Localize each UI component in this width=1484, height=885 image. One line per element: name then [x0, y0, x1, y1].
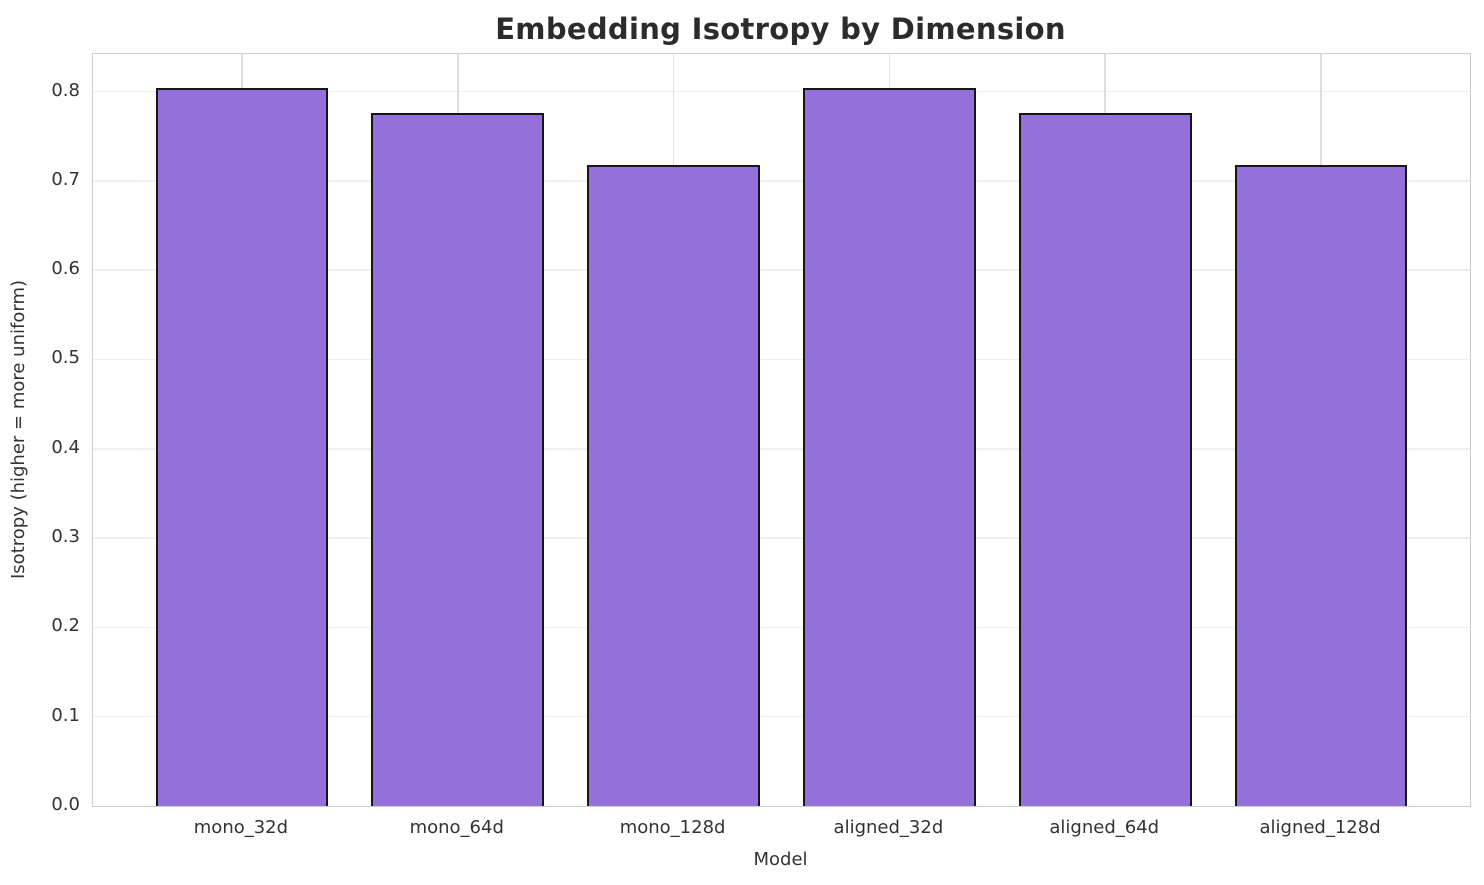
bar-aligned_128d	[1234, 164, 1408, 806]
y-tick-label: 0.4	[51, 436, 80, 458]
h-gridline	[93, 537, 1470, 539]
x-tick-label: aligned_32d	[833, 817, 944, 838]
h-gridline	[93, 358, 1470, 361]
h-gridline	[93, 715, 1470, 718]
h-gridline	[93, 448, 1470, 450]
plot-area	[92, 53, 1471, 807]
x-tick-label: mono_64d	[409, 817, 504, 838]
y-tick-label: 0.5	[51, 347, 80, 369]
bar-aligned_32d	[803, 87, 976, 806]
h-gridline	[93, 626, 1470, 629]
bar-mono_64d	[371, 112, 545, 806]
x-tick-label: aligned_64d	[1049, 817, 1160, 838]
y-tick-label: 0.7	[51, 168, 80, 190]
y-tick-label: 0.1	[51, 704, 80, 726]
y-tick-label: 0.8	[51, 79, 80, 101]
bar-aligned_64d	[1018, 112, 1192, 806]
h-gridline	[93, 180, 1470, 182]
x-tick-label: mono_128d	[619, 817, 726, 838]
y-tick-label: 0.2	[51, 615, 80, 637]
y-tick-label: 0.6	[51, 258, 80, 280]
y-tick-label: 0.0	[51, 794, 80, 815]
y-tick-label: 0.3	[51, 526, 80, 548]
x-axis-label: Model	[753, 849, 808, 870]
h-gridline	[93, 90, 1470, 93]
chart-title: Embedding Isotropy by Dimension	[495, 12, 1066, 46]
bar-mono_32d	[155, 87, 329, 806]
h-gridline	[93, 269, 1470, 271]
x-tick-label: aligned_128d	[1259, 817, 1381, 838]
x-tick-label: mono_32d	[193, 817, 289, 838]
bar-mono_128d	[587, 164, 760, 806]
y-axis-label-container: Isotropy (higher = more uniform)	[4, 53, 32, 805]
